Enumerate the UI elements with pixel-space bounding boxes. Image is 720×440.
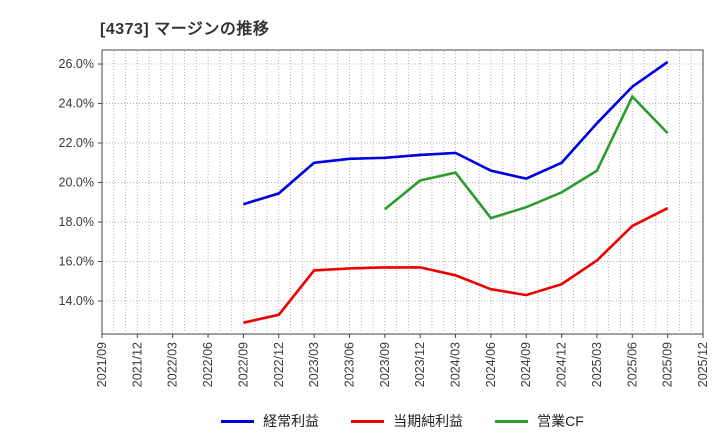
legend-label: 経常利益 bbox=[263, 413, 320, 429]
y-tick-label: 18.0% bbox=[59, 215, 94, 229]
legend-line-swatch-blue bbox=[221, 419, 255, 423]
chart-title: [4373] マージンの推移 bbox=[100, 21, 270, 38]
legend-line-swatch-red bbox=[351, 419, 385, 423]
y-tick-label: 16.0% bbox=[59, 255, 94, 269]
x-tick-label: 2023/03 bbox=[307, 342, 321, 387]
x-tick-label: 2024/03 bbox=[449, 342, 463, 387]
x-tick-label: 2023/06 bbox=[342, 342, 356, 387]
x-tick-label: 2023/09 bbox=[378, 342, 392, 387]
legend-item-eigyou-cf: 営業CF bbox=[495, 411, 584, 431]
y-tick-label: 20.0% bbox=[59, 176, 94, 190]
y-tick-label: 22.0% bbox=[59, 136, 94, 150]
legend-item-keijou-rieki: 経常利益 bbox=[221, 411, 319, 431]
legend-label: 当期純利益 bbox=[393, 413, 464, 429]
legend-item-touki-junrieki: 当期純利益 bbox=[351, 411, 463, 431]
x-tick-label: 2023/12 bbox=[413, 342, 427, 387]
x-tick-label: 2021/09 bbox=[95, 342, 109, 387]
x-tick-label: 2022/03 bbox=[166, 342, 180, 387]
x-tick-label: 2025/09 bbox=[661, 342, 675, 387]
y-tick-label: 14.0% bbox=[59, 294, 94, 308]
x-tick-label: 2024/12 bbox=[555, 342, 569, 387]
x-tick-label: 2024/06 bbox=[484, 342, 498, 387]
series-line-経常利益 bbox=[243, 60, 669, 206]
plot-border bbox=[101, 49, 704, 335]
x-tick-label: 2022/12 bbox=[272, 342, 286, 387]
series-line-営業CF bbox=[383, 94, 669, 220]
x-tick-label: 2025/03 bbox=[590, 342, 604, 387]
x-tick-label: 2025/06 bbox=[625, 342, 639, 387]
y-tick-label: 24.0% bbox=[59, 97, 94, 111]
legend-line-swatch-green bbox=[495, 419, 529, 423]
x-tick-label: 2025/12 bbox=[696, 342, 710, 387]
chart-legend: 経常利益 当期純利益 営業CF bbox=[102, 409, 703, 433]
series-line-当期純利益 bbox=[243, 207, 669, 324]
x-tick-label: 2022/09 bbox=[236, 342, 250, 387]
x-tick-label: 2024/09 bbox=[519, 342, 533, 387]
x-tick-label: 2021/12 bbox=[130, 342, 144, 387]
y-tick-label: 26.0% bbox=[59, 57, 94, 71]
legend-label: 営業CF bbox=[537, 413, 584, 429]
x-tick-label: 2022/06 bbox=[201, 342, 215, 387]
